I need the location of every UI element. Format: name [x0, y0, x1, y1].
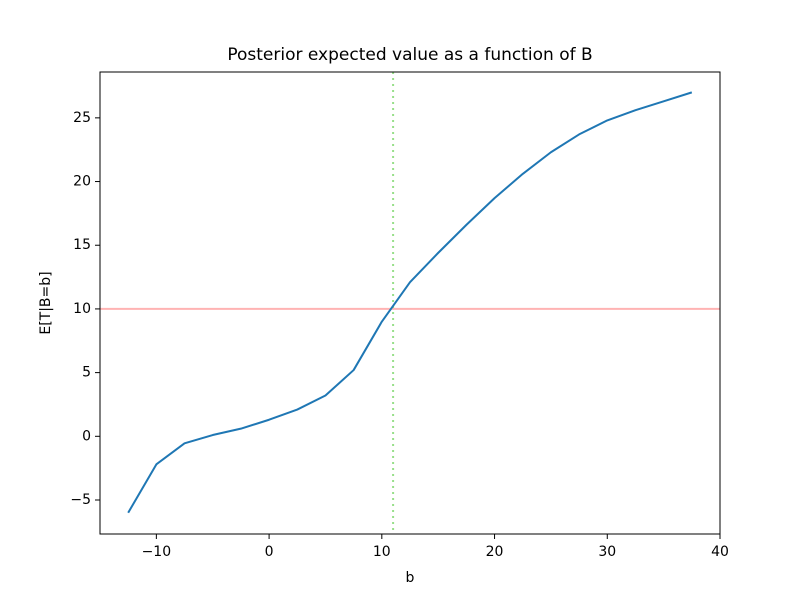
y-tick-label: 10 [73, 301, 91, 317]
y-tick-label: 25 [73, 110, 91, 126]
chart-title: Posterior expected value as a function o… [227, 45, 592, 65]
x-tick-label: 20 [486, 544, 504, 560]
x-tick-label: 40 [711, 544, 729, 560]
y-tick-label: 0 [82, 428, 91, 444]
plot-frame [99, 71, 721, 535]
x-axis-label: b [406, 570, 415, 586]
x-tick-label: 10 [373, 544, 391, 560]
y-tick-label: 20 [73, 174, 91, 190]
x-tick-label: 30 [598, 544, 616, 560]
x-tick-label: −10 [142, 544, 172, 560]
data-line [127, 91, 693, 514]
y-tick-label: 15 [73, 237, 91, 253]
x-tick-label: 0 [265, 544, 274, 560]
y-tick-label: 5 [82, 365, 91, 381]
y-tick-label: −5 [70, 492, 91, 508]
y-axis-label: E[T|B=b] [38, 271, 54, 334]
